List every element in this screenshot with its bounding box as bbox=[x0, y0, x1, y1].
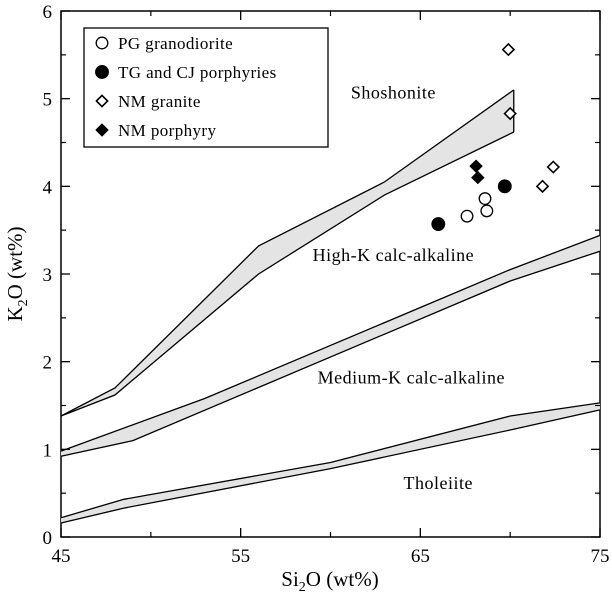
boundary-upper-line-2 bbox=[60, 234, 601, 452]
legend-marker bbox=[95, 36, 109, 50]
x-tick-label: 75 bbox=[591, 546, 610, 567]
y-tick-label: 3 bbox=[43, 265, 53, 286]
boundary-lower-line-1 bbox=[60, 131, 515, 417]
y-tick-label: 6 bbox=[43, 2, 53, 23]
y-tick-label: 5 bbox=[43, 90, 53, 111]
data-point bbox=[471, 170, 485, 185]
boundary-upper-line-1 bbox=[60, 89, 515, 417]
x-tick-label: 65 bbox=[411, 546, 430, 567]
field-label: Medium-K calc-alkaline bbox=[318, 368, 505, 388]
y-tick-label: 2 bbox=[43, 353, 53, 374]
legend-label: PG granodiorite bbox=[118, 34, 233, 53]
boundary-lower-line-3 bbox=[60, 409, 601, 524]
data-point bbox=[501, 42, 516, 57]
boundary-lower-line-2 bbox=[60, 250, 601, 457]
field-label: Shoshonite bbox=[351, 83, 436, 103]
x-tick-label: 45 bbox=[52, 546, 71, 567]
data-point bbox=[546, 160, 561, 174]
y-tick-label: 4 bbox=[43, 177, 53, 198]
y-tick-label: 1 bbox=[43, 440, 53, 461]
field-labels: Shoshonite High-K calc-alkaline Medium-K c… bbox=[313, 83, 505, 493]
data-points bbox=[431, 42, 561, 231]
y-axis-title: K2O (wt%) bbox=[3, 226, 31, 321]
data-point bbox=[480, 204, 494, 218]
x-tick-label: 55 bbox=[231, 546, 250, 567]
legend-marker bbox=[95, 65, 109, 79]
y-tick-label: 0 bbox=[43, 528, 53, 549]
data-point bbox=[469, 159, 483, 173]
boundary-band-1 bbox=[61, 89, 514, 417]
legend-label: NM granite bbox=[118, 92, 201, 111]
data-point bbox=[497, 179, 512, 194]
legend-label: TG and CJ porphyries bbox=[118, 63, 277, 82]
legend-box bbox=[83, 27, 329, 148]
boundary-upper-line-3 bbox=[60, 402, 601, 519]
boundary-bands bbox=[60, 89, 601, 524]
field-label: High-K calc-alkaline bbox=[313, 245, 474, 265]
data-point bbox=[431, 217, 446, 231]
legend-label: NM porphyry bbox=[118, 121, 216, 140]
legend-marker bbox=[95, 123, 109, 137]
field-label: Tholeiite bbox=[404, 473, 473, 493]
data-point bbox=[503, 106, 517, 121]
data-point bbox=[478, 192, 492, 206]
data-point bbox=[535, 179, 550, 194]
legend: PG granodiorite TG and CJ porphyries NM gr… bbox=[83, 27, 329, 148]
x-axis-title: Si2O (wt%) bbox=[281, 567, 378, 595]
data-point bbox=[460, 209, 474, 223]
legend-marker bbox=[95, 94, 109, 108]
